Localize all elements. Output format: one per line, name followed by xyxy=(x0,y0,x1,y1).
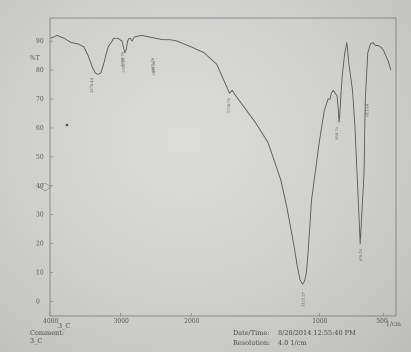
resolution-label: Resolution: xyxy=(233,339,270,347)
peak-label: 2922.20 xyxy=(122,57,126,73)
sample-tick-label: 3_C xyxy=(58,322,70,330)
x-axis-unit-label: 1/cm xyxy=(386,321,401,328)
peak-label: 1121.27 xyxy=(302,291,306,307)
plot-frame xyxy=(49,17,397,317)
resolution-value: 4.0 1/cm xyxy=(278,339,307,347)
peak-label: 678.10 xyxy=(359,248,363,261)
y-tick-label: 90 xyxy=(36,38,44,45)
y-tick-label: 60 xyxy=(36,125,44,132)
x-tick-label: 4000 xyxy=(43,318,58,325)
peak-label: 1738.78 xyxy=(227,98,231,114)
y-tick-label: 30 xyxy=(36,212,44,219)
y-axis-label: %T xyxy=(30,55,40,62)
peak-label: 854.70 xyxy=(335,126,339,139)
x-tick-label: 500 xyxy=(376,318,388,325)
y-tick-label: 70 xyxy=(36,96,44,103)
y-tick-label: 0 xyxy=(36,299,40,306)
y-tick-label: 10 xyxy=(36,270,44,277)
peak-label: 2875.76 xyxy=(151,57,155,73)
datetime-label: Date/Time: xyxy=(233,329,269,337)
peak-label: 2851.30 xyxy=(152,60,156,76)
y-tick-label: 50 xyxy=(36,154,44,161)
x-tick-label: 3000 xyxy=(114,318,129,325)
spectrum-series xyxy=(50,34,392,285)
x-tick-label: 2000 xyxy=(184,318,199,325)
spectrum-line-0 xyxy=(50,34,392,285)
scan-mark xyxy=(65,123,69,127)
scan-artifact-arrow xyxy=(38,182,52,192)
peak-label: 611.64 xyxy=(366,103,370,116)
datetime-value: 8/28/2014 12:55:40 PM xyxy=(278,329,356,337)
peak-label: 2958.00 xyxy=(120,51,124,67)
y-tick-label: 80 xyxy=(36,67,44,74)
peak-label: 3278.44 xyxy=(90,77,94,93)
x-axis-ticks: 4000 3000 2000 1000 500 xyxy=(43,313,388,325)
y-tick-label: 20 xyxy=(36,241,44,248)
comment-label: Comment: xyxy=(30,329,64,337)
x-tick-label: 1000 xyxy=(312,318,327,325)
comment-value: 3_C xyxy=(30,337,42,345)
